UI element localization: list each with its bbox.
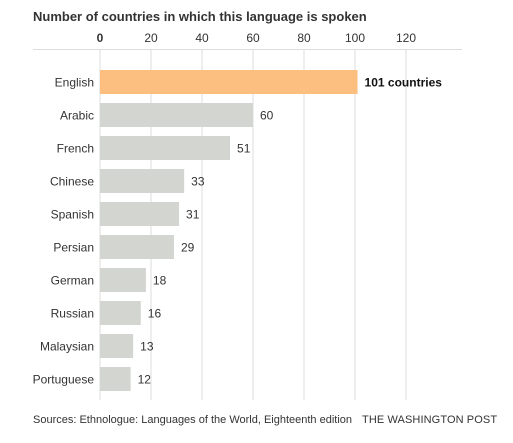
category-label: French bbox=[57, 142, 94, 156]
chart-title: Number of countries in which this langua… bbox=[33, 9, 367, 24]
value-label: 51 bbox=[237, 142, 251, 156]
bar-malaysian bbox=[100, 334, 134, 358]
x-axis-ticks: 0 20 40 60 80 100 120 bbox=[97, 31, 417, 45]
bar-arabic bbox=[100, 103, 253, 127]
bar-portuguese bbox=[100, 367, 131, 391]
source-note: Sources: Ethnologue: Languages of the Wo… bbox=[33, 414, 497, 426]
value-label: 31 bbox=[186, 208, 200, 222]
bar-chinese bbox=[100, 169, 185, 193]
value-label: 16 bbox=[148, 307, 162, 321]
category-label: Arabic bbox=[60, 109, 94, 123]
x-tick-label: 20 bbox=[144, 31, 158, 45]
x-tick-label: 80 bbox=[297, 31, 311, 45]
bar-persian bbox=[100, 235, 174, 259]
bar-russian bbox=[100, 301, 141, 325]
gridlines bbox=[33, 49, 462, 400]
value-label: 101 countries bbox=[365, 76, 443, 90]
value-label: 33 bbox=[191, 175, 205, 189]
value-labels: 101 countries 60 51 33 31 29 18 16 13 12 bbox=[138, 76, 443, 387]
category-label: Portuguese bbox=[33, 373, 95, 387]
publisher-credit: THE WASHINGTON POST bbox=[362, 414, 498, 426]
value-label: 29 bbox=[181, 241, 195, 255]
x-tick-label: 0 bbox=[97, 31, 104, 45]
category-label: Malaysian bbox=[40, 340, 94, 354]
value-label: 18 bbox=[153, 274, 167, 288]
bar-spanish bbox=[100, 202, 180, 226]
bar-english bbox=[100, 70, 358, 94]
category-label: Chinese bbox=[50, 175, 94, 189]
category-label: Persian bbox=[53, 241, 94, 255]
value-label: 13 bbox=[140, 340, 154, 354]
category-label: Russian bbox=[51, 307, 94, 321]
bar-german bbox=[100, 268, 146, 292]
category-label: Spanish bbox=[51, 208, 94, 222]
bars bbox=[100, 70, 358, 391]
bar-french bbox=[100, 136, 231, 160]
source-text: Sources: Ethnologue: Languages of the Wo… bbox=[33, 414, 353, 426]
category-label: English bbox=[55, 76, 94, 90]
value-label: 12 bbox=[138, 373, 152, 387]
value-label: 60 bbox=[260, 109, 274, 123]
category-label: German bbox=[51, 274, 94, 288]
x-tick-label: 120 bbox=[396, 31, 416, 45]
x-tick-label: 40 bbox=[195, 31, 209, 45]
x-tick-label: 100 bbox=[345, 31, 365, 45]
x-tick-label: 60 bbox=[246, 31, 260, 45]
category-labels: English Arabic French Chinese Spanish Persian… bbox=[33, 76, 95, 387]
